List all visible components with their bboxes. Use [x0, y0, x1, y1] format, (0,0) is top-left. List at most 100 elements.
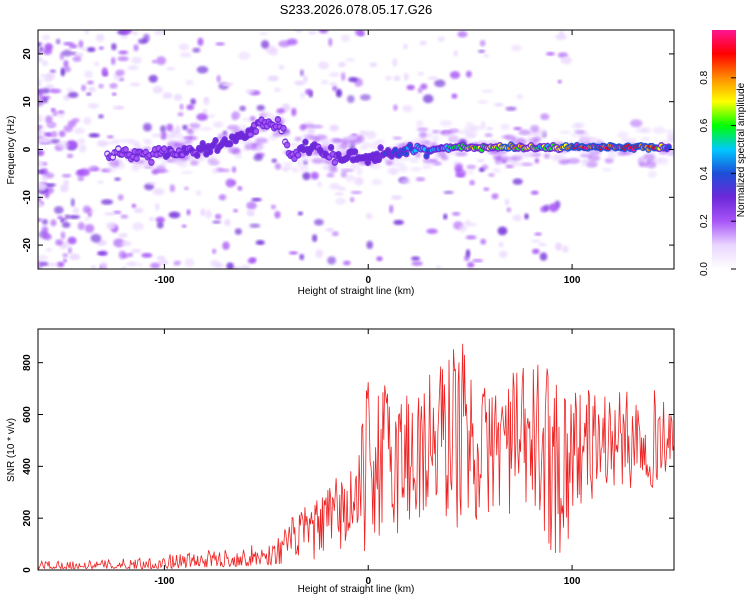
halo-blob: [491, 168, 502, 173]
snr-x-tick-label: 0: [365, 576, 371, 587]
noise-blob: [118, 50, 129, 55]
noise-blob: [539, 252, 548, 261]
noise-blob: [114, 177, 121, 181]
spectrogram-x-tick-label: 0: [365, 275, 371, 286]
ridge-core: [303, 140, 308, 145]
noise-blob: [109, 82, 118, 89]
noise-blob: [44, 43, 53, 51]
noise-blob: [393, 104, 398, 111]
snr-y-tick-label: 800: [22, 354, 33, 371]
halo-blob: [221, 168, 230, 173]
noise-blob: [43, 132, 52, 137]
noise-blob: [62, 49, 73, 57]
noise-blob: [297, 211, 303, 216]
noise-blob: [305, 88, 312, 95]
noise-blob: [282, 168, 289, 173]
noise-blob: [307, 31, 317, 35]
noise-blob: [173, 260, 182, 266]
noise-blob: [469, 180, 475, 186]
snr-y-ticks: 0 200 400 600 800: [22, 354, 674, 573]
noise-blob: [329, 82, 338, 86]
ridge-core: [165, 152, 171, 157]
noise-blob: [213, 121, 224, 128]
halo-blob: [188, 135, 198, 141]
snr-frame: [37, 328, 675, 571]
halo-blob: [574, 130, 586, 134]
noise-blob: [294, 80, 306, 86]
ridge-core: [195, 153, 200, 158]
noise-blob: [340, 72, 346, 81]
noise-blob: [246, 201, 257, 210]
noise-blob: [177, 112, 184, 117]
noise-blob: [274, 163, 282, 170]
noise-blob: [121, 240, 132, 247]
noise-blob: [299, 69, 304, 77]
halo-blob: [326, 172, 335, 178]
noise-blob: [63, 59, 69, 68]
noise-blob: [46, 247, 52, 252]
halo-blob: [371, 179, 382, 186]
halo-blob: [160, 160, 167, 166]
noise-blob: [78, 168, 90, 177]
ridge-core: [116, 146, 121, 151]
noise-blob: [95, 34, 105, 42]
noise-blob: [406, 84, 415, 91]
snr-x-tick-label: -100: [154, 576, 174, 587]
ridge-core: [374, 152, 380, 157]
halo-blob: [649, 151, 656, 155]
noise-blob: [530, 190, 539, 195]
halo-blob: [647, 170, 657, 179]
ridge-core: [378, 145, 383, 150]
ridge-core: [328, 145, 334, 150]
noise-blob: [38, 254, 49, 261]
noise-blob: [168, 211, 181, 219]
noise-blob: [38, 78, 42, 88]
noise-blob: [160, 131, 167, 140]
noise-blob: [415, 177, 426, 182]
noise-blob: [485, 126, 494, 131]
noise-blob: [195, 190, 202, 196]
noise-blob: [325, 228, 335, 232]
noise-blob: [96, 140, 109, 147]
noise-blob: [300, 92, 305, 99]
noise-blob: [86, 80, 94, 85]
noise-blob: [196, 66, 209, 74]
colorbar: 0.0 0.2 0.4 0.6 0.8 Normalized spectral ampl…: [699, 30, 747, 276]
noise-blob: [42, 137, 51, 144]
halo-blob: [643, 153, 656, 161]
noise-blob: [196, 113, 208, 121]
halo-blob: [206, 158, 221, 165]
noise-blob: [143, 183, 155, 191]
halo-blob: [530, 125, 540, 133]
noise-blob: [354, 177, 364, 186]
noise-blob: [531, 239, 541, 243]
halo-blob: [345, 135, 357, 141]
noise-blob: [497, 226, 508, 236]
noise-blob: [156, 255, 166, 261]
noise-blob: [87, 103, 99, 109]
noise-blob: [499, 250, 508, 259]
halo-blob: [255, 137, 268, 144]
halo-blob: [580, 158, 590, 167]
noise-blob: [148, 216, 155, 222]
noise-blob: [131, 56, 142, 64]
halo-blob: [171, 133, 184, 139]
noise-blob: [534, 157, 540, 164]
noise-blob: [465, 235, 477, 240]
noise-blob: [455, 168, 467, 178]
noise-blob: [38, 89, 43, 98]
halo-blob: [330, 137, 343, 143]
noise-blob: [98, 46, 104, 50]
noise-blob: [44, 183, 57, 187]
noise-blob: [341, 34, 350, 43]
noise-blob: [158, 259, 169, 265]
noise-blob: [516, 94, 524, 99]
noise-blob: [166, 123, 174, 132]
noise-blob: [239, 105, 246, 112]
ridge-core: [110, 155, 116, 160]
noise-blob: [61, 173, 72, 178]
noise-blob: [200, 208, 206, 217]
noise-blob: [245, 89, 256, 94]
halo-blob: [282, 162, 293, 168]
